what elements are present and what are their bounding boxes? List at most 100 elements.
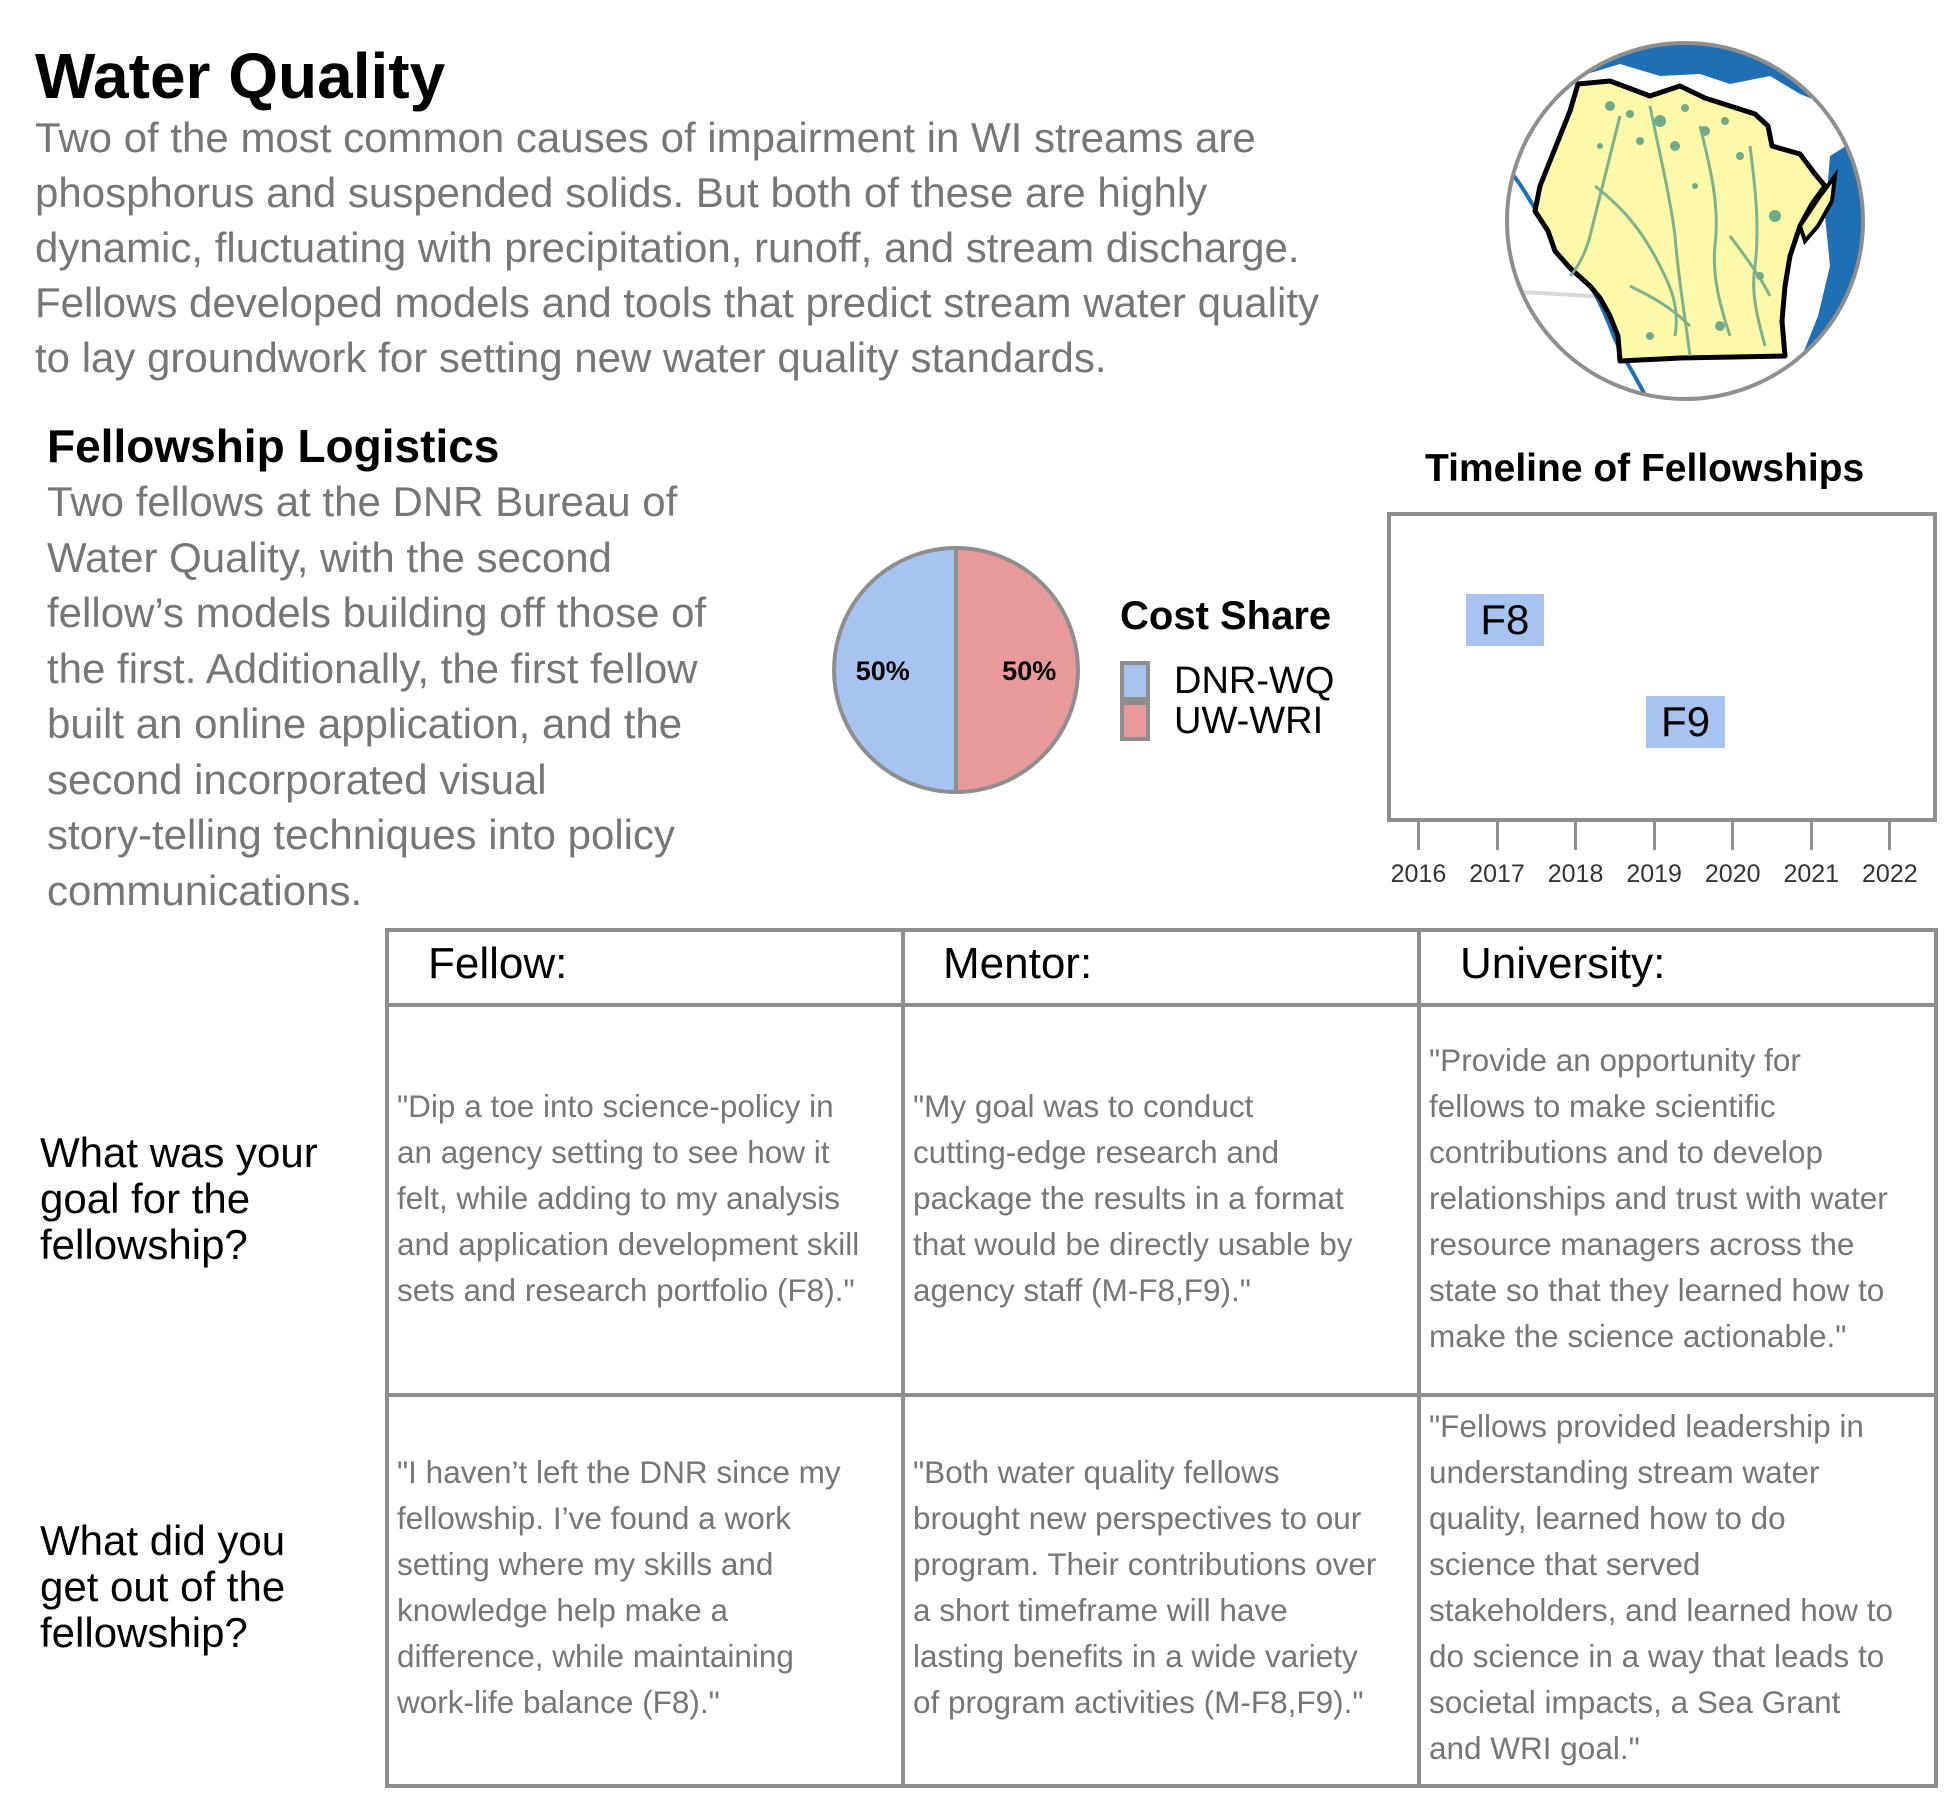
cell-line: quality, learned how to do — [1429, 1500, 1786, 1536]
pie-slice-dnr-wq — [832, 545, 958, 795]
cell-line: agency staff (M-F8,F9)." — [913, 1272, 1251, 1308]
fellowship-table — [385, 928, 1938, 1788]
logistics-line: story-telling techniques into policy — [47, 811, 675, 858]
logistics-line: Water Quality, with the second — [47, 533, 612, 581]
cell-line: "Provide an opportunity for — [1429, 1042, 1801, 1078]
timeline-bar-f9: F9 — [1646, 696, 1725, 748]
timeline-tick-label: 2017 — [1469, 860, 1525, 888]
column-header-university: University: — [1460, 939, 1666, 988]
table-divider — [1417, 928, 1421, 1788]
pie-label: 50% — [1002, 656, 1056, 686]
row-question-outcome: What did you get out of the fellowship? — [40, 1518, 285, 1656]
question-line: goal for the — [40, 1175, 251, 1222]
question-line: get out of the — [40, 1563, 286, 1610]
intro-paragraph: Two of the most common causes of impairm… — [35, 110, 1485, 385]
cell-line: understanding stream water — [1429, 1454, 1820, 1490]
cell-line: sets and research portfolio (F8)." — [397, 1272, 855, 1308]
legend-label: UW-WRI — [1174, 700, 1324, 742]
table-divider — [385, 1003, 1938, 1007]
cell-line: resource managers across the — [1429, 1226, 1855, 1262]
cell-line: "My goal was to conduct — [913, 1088, 1254, 1124]
logistics-line: built an online application, and the — [47, 700, 683, 747]
cell-line: fellows to make scientific — [1429, 1088, 1776, 1124]
table-cell-fellow-goal: "Dip a toe into science-policy in an age… — [397, 1083, 907, 1313]
cell-line: difference, while maintaining — [397, 1638, 794, 1674]
cell-line: an agency setting to see how it — [397, 1134, 830, 1170]
cell-line: and application development skill — [397, 1226, 860, 1262]
cell-line: societal impacts, a Sea Grant — [1429, 1684, 1841, 1720]
logistics-line: communications. — [47, 866, 363, 914]
logistics-line: second incorporated visual — [47, 755, 547, 803]
timeline-bar-f8: F8 — [1465, 594, 1545, 646]
table-cell-mentor-outcome: "Both water quality fellows brought new … — [913, 1449, 1423, 1725]
page-title: Water Quality — [35, 40, 446, 112]
cell-line: do science in a way that leads to — [1429, 1638, 1885, 1674]
logistics-paragraph: Two fellows at the DNR Bureau of Water Q… — [47, 474, 827, 918]
timeline-title: Timeline of Fellowships — [1425, 447, 1865, 490]
cell-line: contributions and to develop — [1429, 1134, 1824, 1170]
question-line: What was your — [40, 1129, 318, 1176]
cell-line: brought new perspectives to our — [913, 1500, 1362, 1536]
timeline-plot-area — [1387, 512, 1937, 822]
cell-line: stakeholders, and learned how to — [1429, 1592, 1894, 1628]
logistics-line: Two fellows at the DNR Bureau of — [47, 478, 678, 525]
timeline-tick-label: 2020 — [1704, 860, 1761, 888]
intro-line: phosphorus and suspended solids. But bot… — [35, 169, 1208, 216]
pie-slice-uw-wri — [954, 545, 1080, 795]
cell-line: science that served — [1429, 1546, 1701, 1582]
cell-line: cutting-edge research and — [913, 1134, 1279, 1170]
cell-line: that would be directly usable by — [913, 1226, 1353, 1262]
table-divider — [901, 928, 905, 1788]
timeline-tick — [1416, 822, 1420, 850]
cell-line: a short timeframe will have — [913, 1592, 1288, 1628]
intro-line: Fellows developed models and tools that … — [35, 279, 1319, 326]
timeline-tick-label: 2019 — [1626, 860, 1682, 888]
legend-label: DNR-WQ — [1174, 660, 1335, 702]
intro-line: to lay groundwork for setting new water … — [35, 334, 1107, 381]
legend-item-dnr-wq: DNR-WQ — [1120, 660, 1334, 702]
timeline-tick — [1888, 822, 1892, 850]
timeline-tick-label: 2022 — [1862, 860, 1918, 888]
row-question-goal: What was your goal for the fellowship? — [40, 1130, 318, 1268]
timeline-tick — [1495, 822, 1499, 850]
timeline-tick — [1731, 822, 1735, 850]
legend-swatch — [1120, 701, 1150, 741]
question-line: fellowship? — [40, 1609, 248, 1656]
cell-line: "Fellows provided leadership in — [1429, 1408, 1864, 1444]
cost-share-title: Cost Share — [1120, 594, 1332, 638]
cell-line: "I haven’t left the DNR since my — [397, 1454, 841, 1490]
question-line: What did you — [40, 1517, 286, 1564]
logistics-line: fellow’s models building off those of — [47, 589, 707, 636]
cell-line: work-life balance (F8)." — [397, 1684, 720, 1720]
cell-line: state so that they learned how to — [1429, 1272, 1885, 1308]
cell-line: setting where my skills and — [397, 1546, 774, 1582]
cell-line: fellowship. I’ve found a work — [397, 1500, 791, 1536]
timeline-tick-label: 2021 — [1783, 860, 1840, 888]
table-cell-mentor-goal: "My goal was to conduct cutting-edge res… — [913, 1083, 1423, 1313]
timeline-tick — [1652, 822, 1656, 850]
cost-share-pie: 50% 50% — [832, 545, 1080, 795]
cell-line: felt, while adding to my analysis — [397, 1180, 840, 1216]
cell-line: lasting benefits in a wide variety — [913, 1638, 1358, 1674]
legend-item-uw-wri: UW-WRI — [1120, 700, 1323, 742]
timeline-tick-label: 2016 — [1390, 860, 1447, 888]
logistics-title: Fellowship Logistics — [47, 420, 500, 472]
legend-swatch — [1120, 661, 1150, 701]
intro-line: Two of the most common causes of impairm… — [35, 114, 1256, 161]
cell-line: package the results in a format — [913, 1180, 1344, 1216]
wisconsin-map-icon — [1505, 41, 1865, 401]
question-line: fellowship? — [40, 1221, 248, 1268]
cell-line: of program activities (M-F8,F9)." — [913, 1684, 1364, 1720]
column-header-fellow: Fellow: — [428, 939, 568, 988]
column-header-mentor: Mentor: — [943, 939, 1093, 988]
timeline-tick-label: 2018 — [1547, 860, 1604, 888]
table-cell-university-outcome: "Fellows provided leadership in understa… — [1429, 1403, 1939, 1771]
cell-line: "Dip a toe into science-policy in — [397, 1088, 834, 1124]
timeline-tick — [1574, 822, 1578, 850]
cell-line: relationships and trust with water — [1429, 1180, 1888, 1216]
table-divider — [385, 1393, 1938, 1397]
pie-label: 50% — [856, 656, 910, 686]
logistics-line: the first. Additionally, the first fello… — [47, 644, 698, 692]
cell-line: "Both water quality fellows — [913, 1454, 1280, 1490]
table-cell-university-goal: "Provide an opportunity for fellows to m… — [1429, 1037, 1939, 1359]
